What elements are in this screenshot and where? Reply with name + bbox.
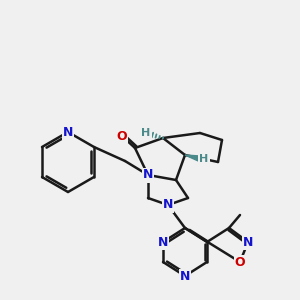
Text: H: H	[141, 128, 151, 138]
Text: N: N	[243, 236, 253, 248]
Text: N: N	[63, 125, 73, 139]
Polygon shape	[185, 155, 202, 162]
Text: N: N	[143, 169, 153, 182]
Text: O: O	[117, 130, 127, 142]
Text: O: O	[235, 256, 245, 268]
Text: H: H	[200, 154, 208, 164]
Text: N: N	[158, 236, 168, 248]
Text: N: N	[180, 269, 190, 283]
Text: N: N	[163, 199, 173, 212]
